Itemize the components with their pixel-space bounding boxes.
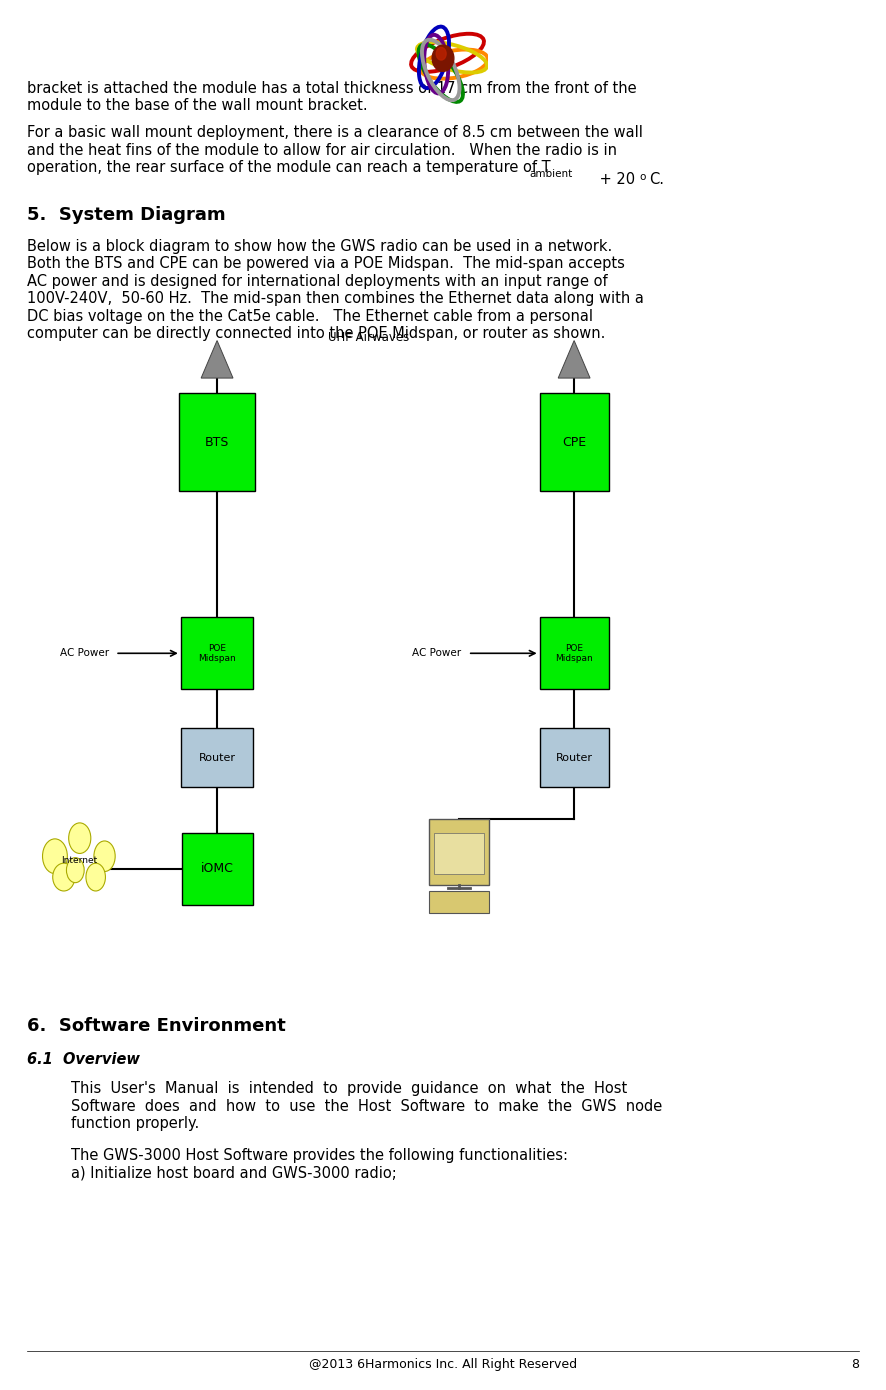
FancyBboxPatch shape xyxy=(179,393,255,491)
Polygon shape xyxy=(201,341,233,378)
Text: o: o xyxy=(640,172,646,182)
FancyBboxPatch shape xyxy=(540,617,609,689)
Text: AC Power: AC Power xyxy=(413,648,462,659)
Text: Router: Router xyxy=(556,752,593,763)
FancyBboxPatch shape xyxy=(429,891,489,913)
Ellipse shape xyxy=(432,44,454,71)
Ellipse shape xyxy=(94,841,115,872)
Text: AC Power: AC Power xyxy=(60,648,109,659)
Text: 6.  Software Environment: 6. Software Environment xyxy=(27,1017,285,1036)
Text: POE
Midspan: POE Midspan xyxy=(556,644,593,663)
FancyBboxPatch shape xyxy=(540,728,609,787)
FancyBboxPatch shape xyxy=(540,393,609,491)
Text: 5.  System Diagram: 5. System Diagram xyxy=(27,206,225,224)
Text: For a basic wall mount deployment, there is a clearance of 8.5 cm between the wa: For a basic wall mount deployment, there… xyxy=(27,125,642,175)
Ellipse shape xyxy=(86,863,105,891)
FancyBboxPatch shape xyxy=(182,833,253,905)
Text: POE
Midspan: POE Midspan xyxy=(198,644,236,663)
FancyBboxPatch shape xyxy=(181,617,253,689)
FancyBboxPatch shape xyxy=(181,728,253,787)
Text: iOMC: iOMC xyxy=(200,862,234,876)
Text: BTS: BTS xyxy=(205,435,229,449)
Ellipse shape xyxy=(53,863,74,891)
Text: Below is a block diagram to show how the GWS radio can be used in a network.
Bot: Below is a block diagram to show how the… xyxy=(27,239,643,341)
Text: 8: 8 xyxy=(851,1358,859,1372)
FancyBboxPatch shape xyxy=(434,833,484,874)
Text: ambient: ambient xyxy=(530,168,573,178)
Ellipse shape xyxy=(66,858,84,883)
Text: This  User's  Manual  is  intended  to  provide  guidance  on  what  the  Host
S: This User's Manual is intended to provid… xyxy=(71,1081,662,1131)
Text: bracket is attached the module has a total thickness of 17 cm from the front of : bracket is attached the module has a tot… xyxy=(27,81,636,113)
Text: CPE: CPE xyxy=(562,435,587,449)
Polygon shape xyxy=(558,341,590,378)
Ellipse shape xyxy=(43,840,67,874)
Text: 6.1  Overview: 6.1 Overview xyxy=(27,1052,139,1068)
Ellipse shape xyxy=(436,47,447,60)
Text: Router: Router xyxy=(198,752,236,763)
Text: The GWS-3000 Host Software provides the following functionalities:
a) Initialize: The GWS-3000 Host Software provides the … xyxy=(71,1148,568,1180)
Text: + 20: + 20 xyxy=(595,172,641,188)
Text: @2013 6Harmonics Inc. All Right Reserved: @2013 6Harmonics Inc. All Right Reserved xyxy=(309,1358,577,1372)
Text: C.: C. xyxy=(649,172,664,188)
Text: Internet: Internet xyxy=(62,856,97,865)
Text: UHF Airwaves: UHF Airwaves xyxy=(328,331,409,345)
FancyBboxPatch shape xyxy=(429,819,489,885)
Ellipse shape xyxy=(69,823,91,853)
